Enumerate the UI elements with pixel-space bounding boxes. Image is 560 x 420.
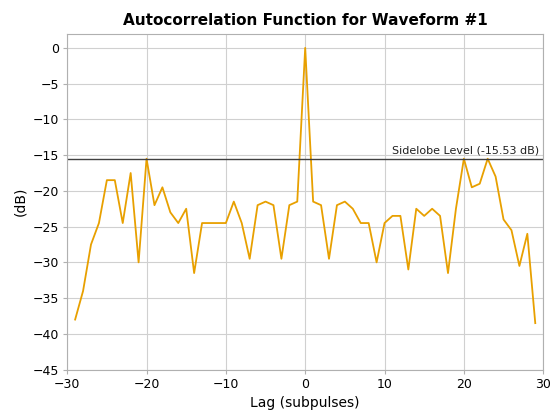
- X-axis label: Lag (subpulses): Lag (subpulses): [250, 396, 360, 410]
- Text: Sidelobe Level (-15.53 dB): Sidelobe Level (-15.53 dB): [392, 145, 539, 155]
- Title: Autocorrelation Function for Waveform #1: Autocorrelation Function for Waveform #1: [123, 13, 488, 28]
- Y-axis label: (dB): (dB): [13, 187, 27, 216]
